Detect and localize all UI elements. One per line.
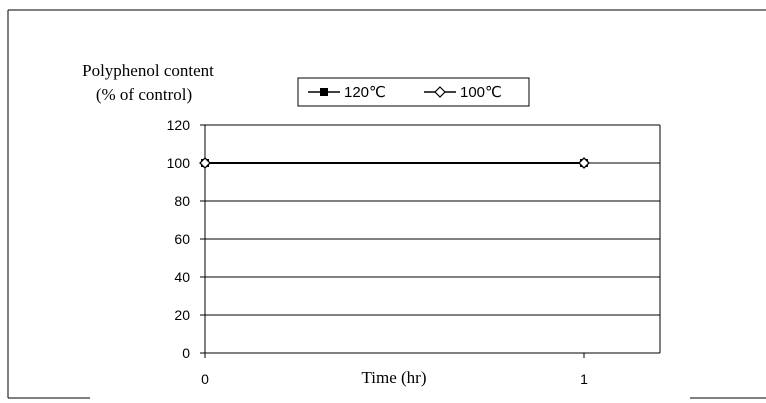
legend-label-series-2: 100℃ [460, 84, 502, 101]
x-tick-label: 0 [201, 371, 209, 387]
y-tick-label: 0 [182, 345, 190, 361]
y-tick-label: 80 [174, 193, 190, 209]
y-axis-title-line-1: Polyphenol content [82, 61, 214, 80]
plot-area: 0 20 40 60 80 100 120 0 1 [167, 117, 661, 387]
y-tick-label: 60 [174, 231, 190, 247]
y-tick-label: 100 [167, 155, 191, 171]
data-point-diamond [578, 157, 590, 169]
x-tick-label: 1 [580, 371, 588, 387]
legend-marker-open-diamond [434, 86, 446, 98]
y-tick-label: 120 [167, 117, 191, 133]
y-tick-label: 20 [174, 307, 190, 323]
x-axis-title: Time (hr) [361, 368, 426, 387]
chart-frame [7, 9, 766, 399]
y-axis-title-line-2: (% of control) [96, 85, 192, 104]
legend: 120℃ 100℃ [297, 77, 530, 107]
legend-marker-filled-square [320, 88, 328, 96]
legend-label-series-1: 120℃ [344, 84, 386, 101]
data-point-diamond [199, 157, 211, 169]
y-tick-label: 40 [174, 269, 190, 285]
